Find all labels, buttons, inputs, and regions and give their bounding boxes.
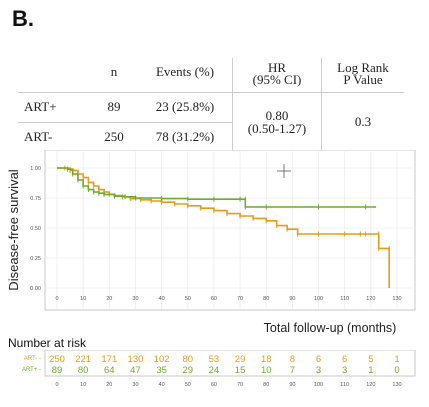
row-events-art-minus: 78 (31.2%) <box>155 129 215 145</box>
risk-value: 7 <box>290 365 295 376</box>
y-axis-label: Disease-free survival <box>6 169 21 290</box>
x-tick-label: 80 <box>263 296 269 302</box>
risk-value: 24 <box>209 365 220 376</box>
x-tick-label: 10 <box>80 296 86 302</box>
risk-value: 102 <box>154 354 170 365</box>
x-tick-label: 60 <box>211 296 217 302</box>
header-logrank: Log Rank P Value <box>321 58 404 92</box>
x-tick-label: 120 <box>366 296 375 302</box>
risk-value: 171 <box>101 354 117 365</box>
risk-value: 6 <box>316 354 321 365</box>
risk-value: 8 <box>290 354 295 365</box>
risk-x-tick-label: 80 <box>263 382 269 388</box>
x-tick-label: 50 <box>185 296 191 302</box>
risk-value: 29 <box>182 365 193 376</box>
risk-value: 64 <box>104 365 115 376</box>
risk-value: 53 <box>209 354 220 365</box>
y-tick-label: 1.00 <box>30 166 41 172</box>
x-tick-label: 40 <box>159 296 165 302</box>
risk-value: 130 <box>128 354 144 365</box>
crosshair-icon <box>277 164 291 178</box>
risk-x-tick-label: 40 <box>159 382 165 388</box>
risk-x-tick-label: 100 <box>314 382 323 388</box>
row-events-art-plus: 23 (25.8%) <box>155 99 215 114</box>
row-n-art-minus: 250 <box>104 129 124 145</box>
series-line-art <box>57 167 390 288</box>
x-tick-label: 0 <box>55 296 58 302</box>
risk-row-label: ART- - <box>24 356 41 362</box>
risk-x-tick-label: 60 <box>211 382 217 388</box>
y-tick-label: 0.75 <box>30 196 41 202</box>
header-events: Events (%) <box>155 64 215 79</box>
risk-value: 89 <box>52 365 63 376</box>
row-group-art-plus: ART+ <box>24 99 57 114</box>
risk-value: 80 <box>182 354 193 365</box>
header-hr-line1: HR <box>267 60 287 75</box>
x-tick-label: 90 <box>289 296 295 302</box>
x-tick-label: 100 <box>314 296 323 302</box>
hr-value-line2: (0.50-1.27) <box>247 121 307 137</box>
risk-value: 221 <box>75 354 91 365</box>
risk-x-tick-label: 10 <box>80 382 86 388</box>
header-lr-line1: Log Rank <box>337 60 389 75</box>
header-lr-line2: P Value <box>343 72 383 87</box>
header-hr: HR (95% CI) <box>232 58 322 92</box>
risk-x-tick-label: 0 <box>55 382 58 388</box>
p-value: 0.3 <box>321 92 404 152</box>
risk-value: 18 <box>261 354 272 365</box>
risk-x-tick-label: 90 <box>289 382 295 388</box>
risk-x-tick-label: 50 <box>185 382 191 388</box>
x-tick-label: 110 <box>340 296 349 302</box>
risk-value: 0 <box>394 365 399 376</box>
plot-border <box>44 150 416 311</box>
risk-value: 5 <box>368 354 373 365</box>
y-tick-label: 0.50 <box>30 226 41 232</box>
risk-value: 6 <box>342 354 347 365</box>
risk-value: 1 <box>394 354 399 365</box>
hr-value-line1: 0.80 <box>265 108 289 124</box>
risk-table-border <box>44 350 416 377</box>
risk-x-tick-label: 20 <box>106 382 112 388</box>
risk-value: 3 <box>342 365 347 376</box>
x-axis-label: Total follow-up (months) <box>264 321 397 335</box>
risk-table-title: Number at risk <box>8 336 87 350</box>
stats-table: n Events (%) HR (95% CI) Log Rank P Valu… <box>18 58 404 152</box>
x-tick-label: 130 <box>392 296 401 302</box>
risk-value: 47 <box>130 365 141 376</box>
risk-row-label: ART+ - <box>22 367 41 373</box>
km-chart: 0.00 0.25 0.50 0.75 1.00 0 10 20 30 40 50 60 70 80 90… <box>6 150 416 335</box>
survival-curves <box>57 165 390 288</box>
risk-x-tick-label: 30 <box>132 382 138 388</box>
row-n-art-plus: 89 <box>107 99 121 114</box>
x-tick-label: 20 <box>106 296 112 302</box>
risk-value: 3 <box>316 365 321 376</box>
y-axis-ticks: 0.00 0.25 0.50 0.75 1.00 <box>30 166 41 292</box>
x-axis-ticks: 0 10 20 30 40 50 60 70 80 90 100 110 120 130 <box>55 296 401 302</box>
risk-value: 29 <box>235 354 246 365</box>
risk-value: 80 <box>78 365 89 376</box>
risk-x-tick-label: 110 <box>340 382 349 388</box>
risk-x-tick-label: 130 <box>392 382 401 388</box>
hr-value: 0.80 (0.50-1.27) <box>232 92 322 152</box>
risk-x-tick-label: 120 <box>366 382 375 388</box>
row-group-art-minus: ART- <box>24 129 53 145</box>
risk-value: 1 <box>368 365 373 376</box>
risk-value: 10 <box>261 365 272 376</box>
risk-value: 250 <box>49 354 65 365</box>
risk-value: 35 <box>156 365 167 376</box>
header-hr-line2: (95% CI) <box>252 72 302 87</box>
x-tick-label: 70 <box>237 296 243 302</box>
header-n: n <box>110 64 118 79</box>
x-tick-label: 30 <box>132 296 138 302</box>
panel-label: B. <box>12 6 34 31</box>
risk-value: 15 <box>235 365 246 376</box>
y-tick-label: 0.25 <box>30 256 41 262</box>
risk-x-tick-label: 70 <box>237 382 243 388</box>
y-tick-label: 0.00 <box>30 286 41 292</box>
